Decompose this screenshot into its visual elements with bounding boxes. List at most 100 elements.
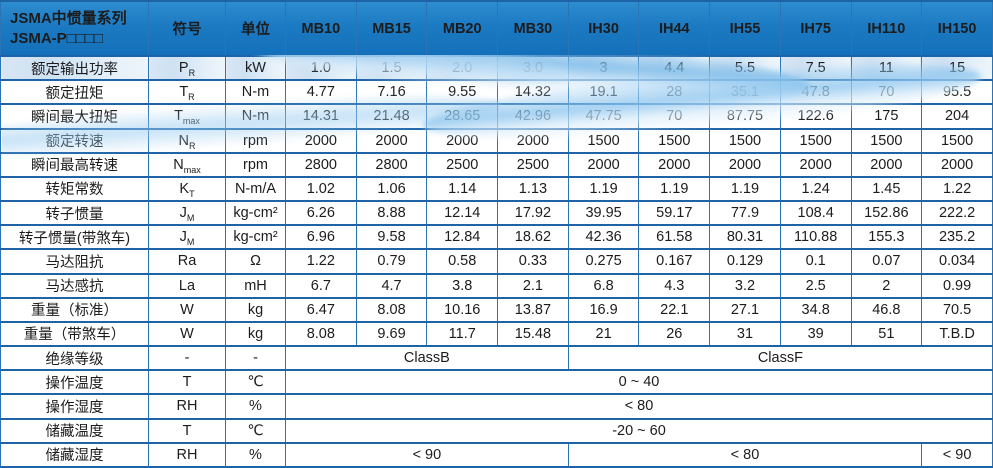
col-header-model: IH75 — [779, 0, 852, 57]
spec-value: 61.58 — [638, 224, 711, 251]
spec-value: 15 — [921, 54, 993, 82]
spec-value: 155.3 — [850, 224, 923, 251]
spec-value: 1.19 — [567, 175, 640, 203]
spec-value: 42.96 — [497, 103, 569, 130]
col-header-model: MB10 — [285, 0, 357, 57]
row-label: 额定扭矩 — [0, 79, 149, 106]
spec-value: 1.06 — [355, 175, 428, 203]
spec-value: 59.17 — [638, 200, 711, 227]
table-row: 储藏温度 T ℃ -20 ~ 60 — [0, 417, 993, 444]
spec-value: < 80 — [285, 393, 993, 420]
spec-value: 0.1 — [779, 248, 852, 275]
table-row: 额定转速 NR rpm 2000 2000 2000 2000 1500 150… — [0, 127, 993, 154]
row-label: 瞬间最大扭矩 — [0, 103, 149, 130]
table-row: 操作湿度 RH % < 80 — [0, 393, 993, 420]
spec-value: 4.7 — [355, 272, 428, 299]
spec-value: 0.99 — [921, 272, 993, 299]
table-row: 操作温度 T ℃ 0 ~ 40 — [0, 369, 993, 396]
spec-value: 80.31 — [709, 224, 781, 251]
spec-value: 39.95 — [567, 200, 640, 227]
table-row: 转矩常数 KT N-m/A 1.02 1.06 1.14 1.13 1.19 1… — [0, 175, 993, 203]
spec-value: 12.84 — [426, 224, 499, 251]
row-unit: mH — [225, 272, 286, 299]
row-label: 转子惯量(带煞车) — [0, 224, 149, 251]
spec-value: 1500 — [779, 127, 852, 154]
row-label: 瞬间最高转速 — [0, 151, 149, 178]
row-symbol: W — [148, 320, 226, 348]
col-header-model: IH150 — [921, 0, 993, 57]
table-row: 重量（标准） W kg 6.47 8.08 10.16 13.87 16.9 2… — [0, 296, 993, 323]
spec-value: 3 — [567, 54, 640, 82]
row-unit: kg-cm² — [225, 224, 286, 251]
spec-value: 222.2 — [921, 200, 993, 227]
row-unit: - — [225, 345, 286, 372]
spec-value: 0.167 — [638, 248, 711, 275]
spec-value: 2000 — [285, 127, 357, 154]
header-row: JSMA中惯量系列 JSMA-P□□□□ 符号 单位 MB10 MB15 MB2… — [0, 0, 993, 57]
row-symbol: Nmax — [148, 151, 226, 178]
spec-value: 70 — [638, 103, 711, 130]
table-row: 额定扭矩 TR N-m 4.77 7.16 9.55 14.32 19.1 28… — [0, 79, 993, 106]
row-unit: ℃ — [225, 417, 286, 444]
spec-value: T.B.D — [921, 320, 993, 348]
spec-value: 16.9 — [567, 296, 640, 323]
spec-value: 0.129 — [709, 248, 781, 275]
spec-value: 3.0 — [497, 54, 569, 82]
row-unit: kg — [225, 296, 286, 323]
spec-value: 28 — [638, 79, 711, 106]
spec-value: 21 — [567, 320, 640, 348]
spec-value: 1500 — [567, 127, 640, 154]
spec-value: 6.47 — [285, 296, 357, 323]
table-row: 绝缘等级 - - ClassB ClassF — [0, 345, 993, 372]
row-label: 储藏湿度 — [0, 441, 149, 468]
spec-value: 2000 — [779, 151, 852, 178]
spec-value: 8.08 — [355, 296, 428, 323]
spec-value: 1500 — [638, 127, 711, 154]
spec-value: 0.79 — [355, 248, 428, 275]
spec-value: 70 — [850, 79, 923, 106]
spec-value: 122.6 — [779, 103, 852, 130]
spec-value: 35.1 — [709, 79, 781, 106]
spec-value: 8.88 — [355, 200, 428, 227]
spec-value: 9.55 — [426, 79, 499, 106]
spec-value: 2000 — [355, 127, 428, 154]
spec-value: < 90 — [921, 441, 993, 468]
spec-value: 1.22 — [921, 175, 993, 203]
spec-value: 11.7 — [426, 320, 499, 348]
row-symbol: KT — [148, 175, 226, 203]
spec-value: ClassB — [285, 345, 569, 372]
series-title-line2: JSMA-P□□□□ — [10, 29, 103, 47]
series-title-line1: JSMA中惯量系列 — [10, 10, 127, 27]
row-symbol: Ra — [148, 248, 226, 275]
spec-value: 7.16 — [355, 79, 428, 106]
spec-value: 5.5 — [709, 54, 781, 82]
row-symbol: RH — [148, 393, 226, 420]
spec-value: 2 — [850, 272, 923, 299]
row-unit: rpm — [225, 151, 286, 178]
row-symbol: JM — [148, 224, 226, 251]
spec-value: 47.8 — [779, 79, 852, 106]
table-row: 重量（带煞车） W kg 8.08 9.69 11.7 15.48 21 26 … — [0, 320, 993, 348]
spec-value: 7.5 — [779, 54, 852, 82]
spec-value: 17.92 — [497, 200, 569, 227]
spec-value: 2.1 — [497, 272, 569, 299]
spec-value: 2500 — [497, 151, 569, 178]
row-symbol: JM — [148, 200, 226, 227]
row-unit: % — [225, 441, 286, 468]
spec-value: 2000 — [638, 151, 711, 178]
row-symbol: - — [148, 345, 226, 372]
spec-value: 6.8 — [567, 272, 640, 299]
spec-value: 175 — [850, 103, 923, 130]
col-header-symbol: 符号 — [148, 0, 226, 57]
row-label: 转子惯量 — [0, 200, 149, 227]
spec-value: 152.86 — [850, 200, 923, 227]
spec-value: 2000 — [497, 127, 569, 154]
spec-value: 14.31 — [285, 103, 357, 130]
spec-value: 0.07 — [850, 248, 923, 275]
row-symbol: NR — [148, 127, 226, 154]
table-row: 马达感抗 La mH 6.7 4.7 3.8 2.1 6.8 4.3 3.2 2… — [0, 272, 993, 299]
spec-value: 12.14 — [426, 200, 499, 227]
spec-value: 42.36 — [567, 224, 640, 251]
row-symbol: W — [148, 296, 226, 323]
row-label: 重量（标准） — [0, 296, 149, 323]
